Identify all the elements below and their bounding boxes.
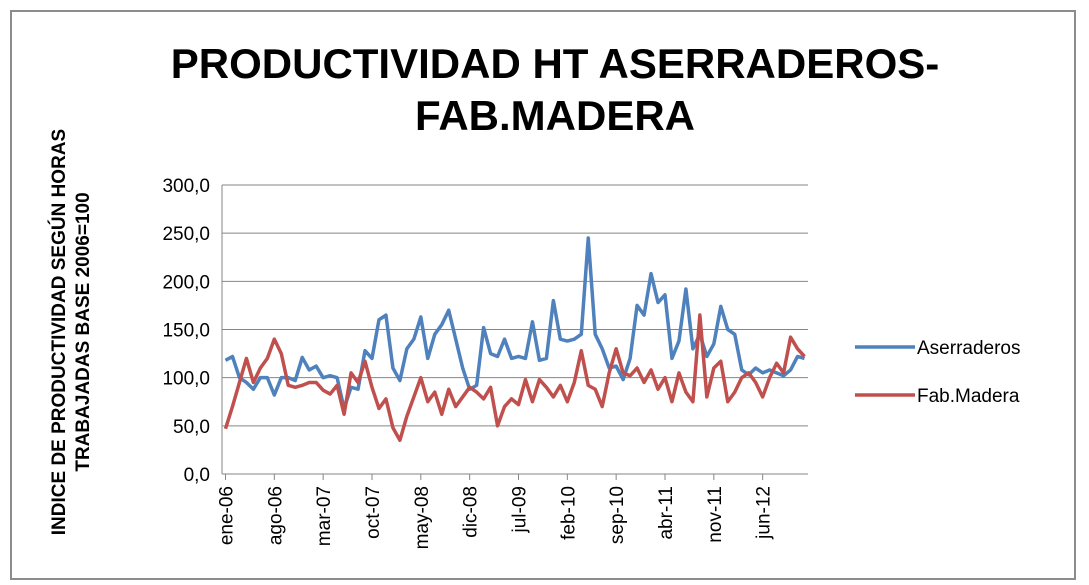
x-tick-label: ago-06 <box>265 486 286 545</box>
y-tick-label: 100,0 <box>162 369 210 390</box>
y-tick-label: 200,0 <box>162 272 210 293</box>
x-tick-label: nov-11 <box>705 486 726 543</box>
x-tick-label: feb-10 <box>558 486 579 540</box>
legend-label: Fab.Madera <box>917 386 1020 407</box>
legend-label: Aserraderos <box>917 338 1021 359</box>
y-tick-label: 50,0 <box>173 417 210 438</box>
x-tick-label: sep-10 <box>607 486 628 544</box>
y-tick-label: 0,0 <box>184 465 210 486</box>
chart-title: PRODUCTIVIDAD HT ASERRADEROS-FAB.MADERA <box>170 40 940 139</box>
y-tick-label: 250,0 <box>162 224 210 245</box>
x-tick-label: jul-09 <box>509 486 530 533</box>
x-tick-label: jun-12 <box>754 486 775 540</box>
line-series <box>223 313 806 443</box>
y-tick-label: 300,0 <box>162 176 210 197</box>
x-tick-label: abr-11 <box>656 486 677 540</box>
chart-frame <box>10 10 1076 580</box>
x-tick-label: may-08 <box>412 486 433 549</box>
x-tick-label: dic-08 <box>461 486 482 538</box>
y-tick-label: 150,0 <box>162 321 210 342</box>
x-tick-label: ene-06 <box>216 486 237 545</box>
x-tick-label: mar-07 <box>314 486 335 546</box>
x-tick-label: oct-07 <box>363 486 384 539</box>
line-series <box>224 236 805 411</box>
